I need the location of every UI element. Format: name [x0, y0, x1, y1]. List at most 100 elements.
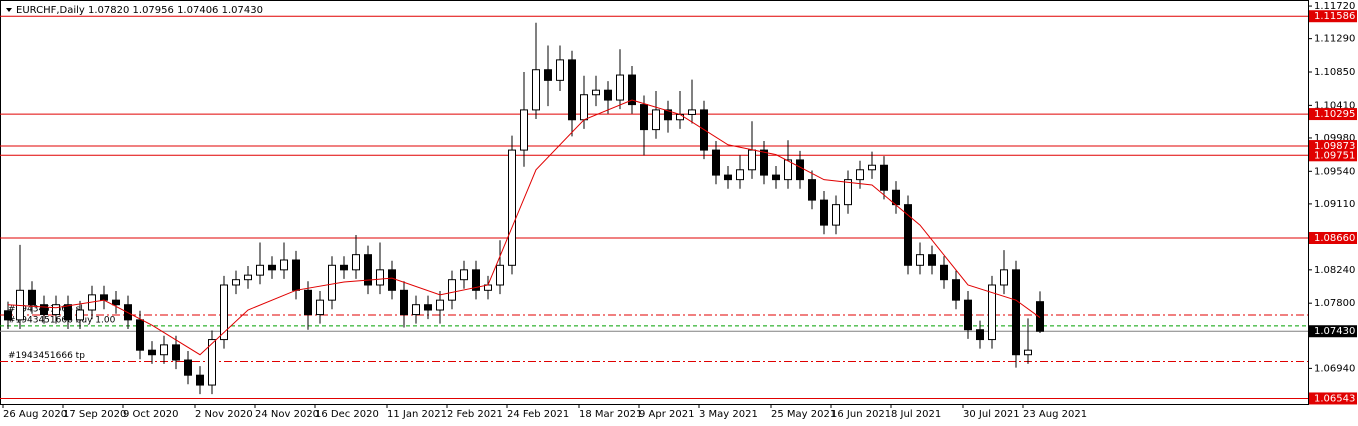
candle-body [100, 294, 108, 301]
candle-body [496, 264, 504, 286]
x-tick-label: 24 Feb 2021 [507, 409, 569, 420]
y-tick-label: 1.09110 [1314, 199, 1355, 210]
candle-body [76, 309, 84, 321]
candle-body [4, 310, 12, 321]
candle-body [760, 149, 768, 176]
menu-arrow [6, 8, 12, 12]
level-label: 1.11586 [1314, 11, 1355, 22]
candle-body [784, 159, 792, 181]
candle-body [904, 204, 912, 266]
candle-body [712, 149, 720, 176]
candle-body [268, 264, 276, 271]
x-tick-label: 25 May 2021 [771, 409, 836, 420]
x-tick-label: 9 Apr 2021 [639, 409, 694, 420]
level-label: 1.09751 [1314, 150, 1355, 161]
x-tick-label: 30 Jul 2021 [963, 409, 1020, 420]
candle-body [304, 289, 312, 316]
x-tick-label: 16 Jun 2021 [831, 409, 891, 420]
level-tag [1309, 10, 1357, 23]
candle-body [628, 74, 636, 106]
level-label: 1.10295 [1314, 109, 1355, 120]
x-tick-label: 3 May 2021 [699, 409, 758, 420]
moving-average [7, 99, 1041, 356]
candle-body [472, 269, 480, 291]
candle-body [172, 344, 180, 361]
candle-body [436, 299, 444, 311]
candle-body [988, 284, 996, 341]
candle-body [724, 174, 732, 181]
x-tick-label: 16 Dec 2020 [315, 409, 379, 420]
y-tick-label: 1.11290 [1314, 34, 1355, 45]
x-tick-label: 11 Jan 2021 [387, 409, 447, 420]
x-tick-label: 17 Sep 2020 [63, 409, 126, 420]
level-tag [1309, 149, 1357, 162]
level-label: 1.09873 [1314, 141, 1355, 152]
candle-body [544, 69, 552, 81]
candle-body [940, 264, 948, 281]
x-tick-label: 23 Aug 2021 [1023, 409, 1087, 420]
candle-body [184, 359, 192, 376]
candle-body [1036, 301, 1044, 332]
level-tag [1309, 108, 1357, 121]
candle-body [292, 259, 300, 291]
candle-body [976, 329, 984, 341]
candle-body [652, 109, 660, 131]
level-tag [1309, 140, 1357, 153]
y-tick-label: 1.10850 [1314, 67, 1355, 78]
candle-body [736, 169, 744, 181]
candle-body [928, 254, 936, 266]
candle-body [880, 164, 888, 191]
candle-body [508, 149, 516, 266]
candle-body [160, 344, 168, 356]
candle-body [136, 319, 144, 351]
candle-body [868, 164, 876, 171]
candle-body [352, 254, 360, 271]
candle-body [964, 299, 972, 331]
y-tick-label: 1.10410 [1314, 100, 1355, 111]
candle-body [28, 289, 36, 306]
candle-body [316, 299, 324, 316]
candle-body [1000, 269, 1008, 286]
candle-body [748, 149, 756, 171]
y-tick-label: 1.09540 [1314, 166, 1355, 177]
candle-body [580, 94, 588, 121]
level-tag [1309, 392, 1357, 405]
candle-body [952, 279, 960, 301]
y-tick-label: 1.11720 [1314, 1, 1355, 12]
candle-body [256, 264, 264, 276]
candle-body [40, 304, 48, 316]
candle-body [64, 304, 72, 321]
candle-body [112, 299, 120, 306]
price-tag [1309, 325, 1357, 338]
candle-body [388, 269, 396, 291]
price-label: 1.07430 [1314, 326, 1355, 337]
plot-frame [0, 0, 1309, 405]
candle-body [856, 169, 864, 181]
y-tick-label: 1.06940 [1314, 363, 1355, 374]
candle-body [520, 109, 528, 151]
candle-body [328, 264, 336, 301]
candle-body [1012, 269, 1020, 356]
candle-body [640, 104, 648, 131]
candle-body [376, 269, 384, 286]
candle-body [664, 109, 672, 121]
x-tick-label: 2 Feb 2021 [447, 409, 503, 420]
candle-body [1024, 349, 1032, 356]
level-label: 1.08660 [1314, 233, 1355, 244]
candle-body [424, 304, 432, 311]
candle-body [364, 254, 372, 286]
order-label: #1943451666 tp [8, 351, 85, 361]
x-tick-label: 2 Nov 2020 [195, 409, 253, 420]
x-tick-label: 18 Mar 2021 [579, 409, 642, 420]
candle-body [916, 254, 924, 266]
candle-body [844, 179, 852, 206]
candle-body [796, 159, 804, 181]
candle-body [688, 109, 696, 115]
order-label: #1943451666 buy 1.00 [8, 315, 116, 325]
candle-body [808, 179, 816, 201]
candle-body [616, 74, 624, 101]
candle-body [676, 113, 684, 121]
x-tick-label: 8 Jul 2021 [891, 409, 941, 420]
candle-body [448, 279, 456, 301]
